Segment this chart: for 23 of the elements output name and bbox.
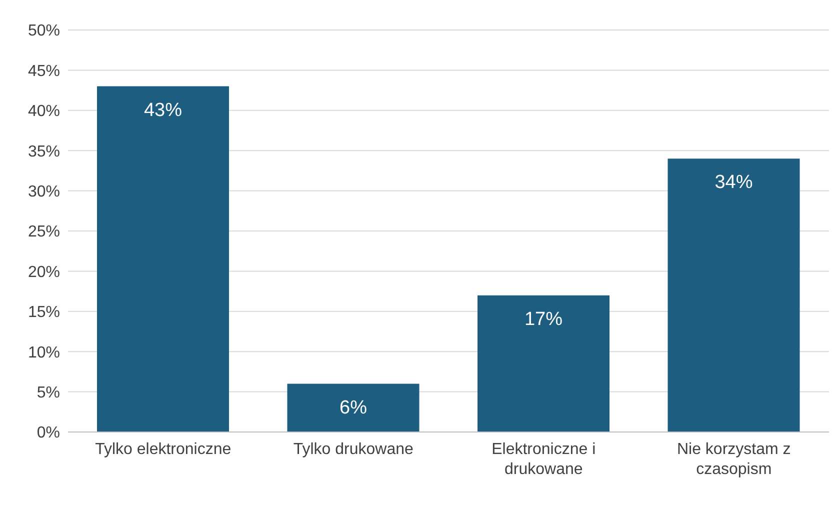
x-tick-label: Tylko drukowane bbox=[293, 441, 414, 458]
bar bbox=[287, 384, 420, 432]
y-tick-label: 50% bbox=[28, 22, 60, 40]
bar bbox=[97, 86, 229, 432]
y-tick-label: 5% bbox=[36, 384, 60, 402]
y-tick-label: 30% bbox=[28, 183, 60, 200]
x-tick-label: Elektroniczne i drukowane bbox=[492, 441, 596, 478]
y-tick-label: 35% bbox=[28, 143, 60, 160]
data-label: 43% bbox=[144, 100, 182, 121]
y-tick-label: 20% bbox=[28, 264, 60, 281]
y-tick-label: 15% bbox=[28, 304, 60, 322]
data-label: 34% bbox=[714, 172, 753, 194]
y-tick-label: 25% bbox=[28, 224, 60, 241]
data-label: 6% bbox=[340, 397, 368, 418]
bar bbox=[668, 158, 800, 432]
y-tick-label: 0% bbox=[36, 424, 60, 442]
bar bbox=[478, 295, 610, 432]
x-tick-label: Tylko elektroniczne bbox=[95, 441, 232, 458]
x-tick-label: Nie korzystam z czasopism bbox=[676, 441, 791, 478]
data-label: 17% bbox=[524, 308, 563, 330]
y-tick-label: 40% bbox=[28, 103, 60, 120]
y-tick-label: 45% bbox=[28, 62, 60, 80]
y-tick-label: 10% bbox=[28, 344, 60, 362]
